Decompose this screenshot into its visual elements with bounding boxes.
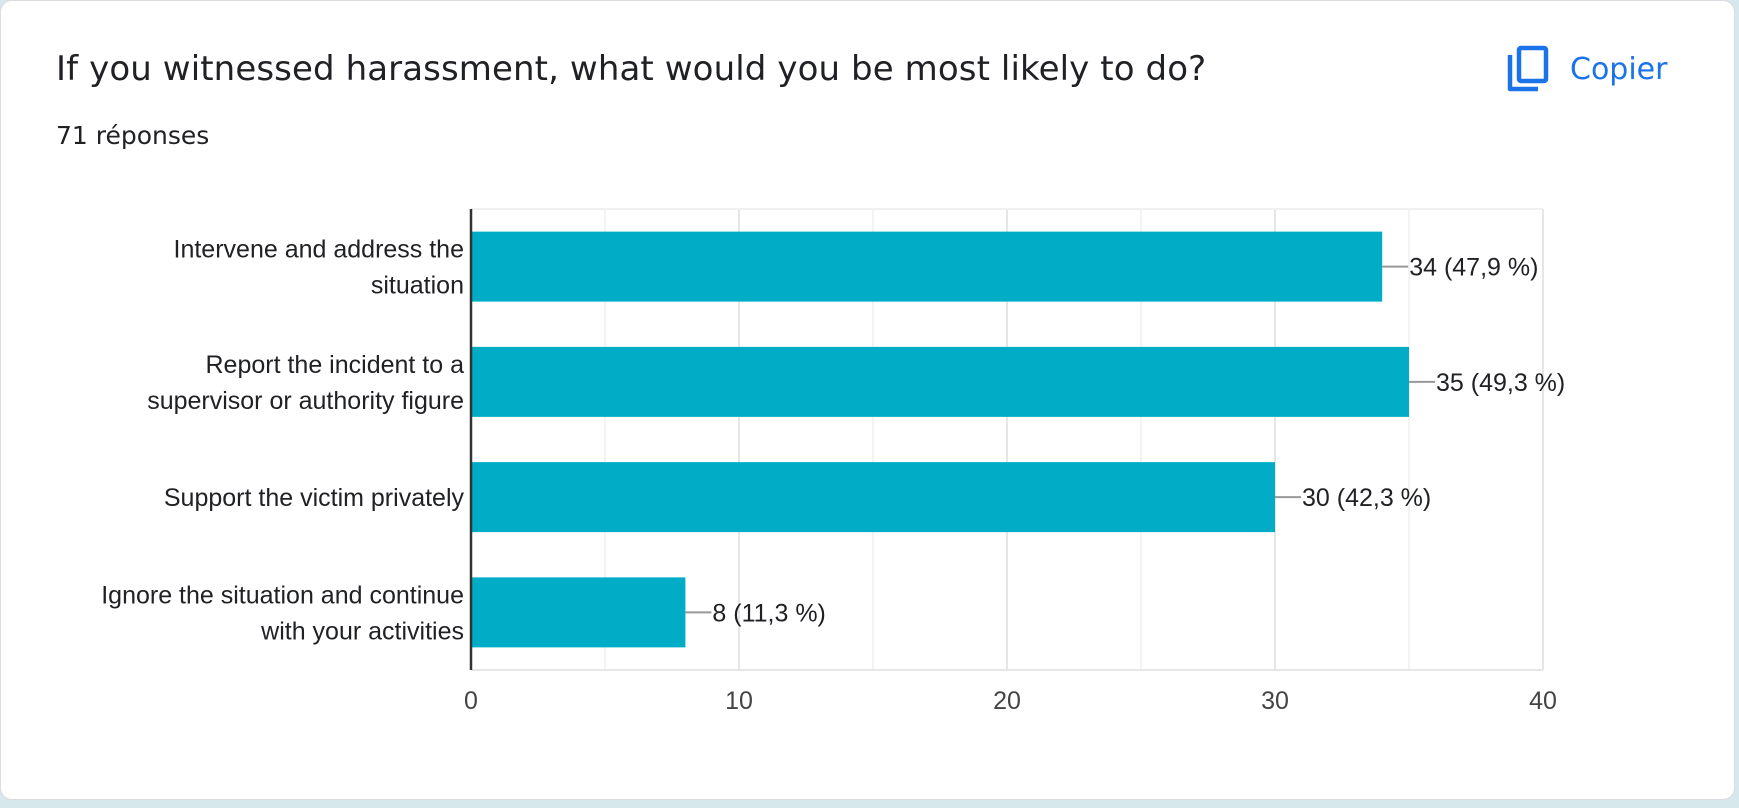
copy-button[interactable]: Copier xyxy=(1496,41,1677,97)
category-label: Report the incident to a xyxy=(206,351,465,379)
bar xyxy=(471,577,686,648)
x-tick-label: 0 xyxy=(464,687,478,715)
question-title: If you witnessed harassment, what would … xyxy=(56,49,1207,89)
category-label: Intervene and address the xyxy=(174,236,464,264)
x-tick-label: 30 xyxy=(1261,687,1289,715)
response-count: 71 réponses xyxy=(56,121,210,150)
category-label: supervisor or authority figure xyxy=(147,387,464,415)
category-label: situation xyxy=(371,272,464,300)
x-tick-label: 10 xyxy=(725,687,753,715)
bar xyxy=(471,462,1275,533)
x-tick-label: 20 xyxy=(993,687,1021,715)
category-label: Ignore the situation and continue xyxy=(101,581,464,609)
category-label: Support the victim privately xyxy=(164,484,465,512)
bar xyxy=(471,231,1383,302)
data-label: 35 (49,3 %) xyxy=(1436,369,1565,397)
data-label: 30 (42,3 %) xyxy=(1302,484,1431,512)
x-tick-label: 40 xyxy=(1529,687,1557,715)
copy-icon xyxy=(1507,45,1549,92)
data-label: 8 (11,3 %) xyxy=(712,599,825,627)
data-label: 34 (47,9 %) xyxy=(1409,254,1538,282)
copy-button-label: Copier xyxy=(1570,51,1668,87)
bar xyxy=(471,346,1409,417)
category-label: with your activities xyxy=(260,617,464,645)
